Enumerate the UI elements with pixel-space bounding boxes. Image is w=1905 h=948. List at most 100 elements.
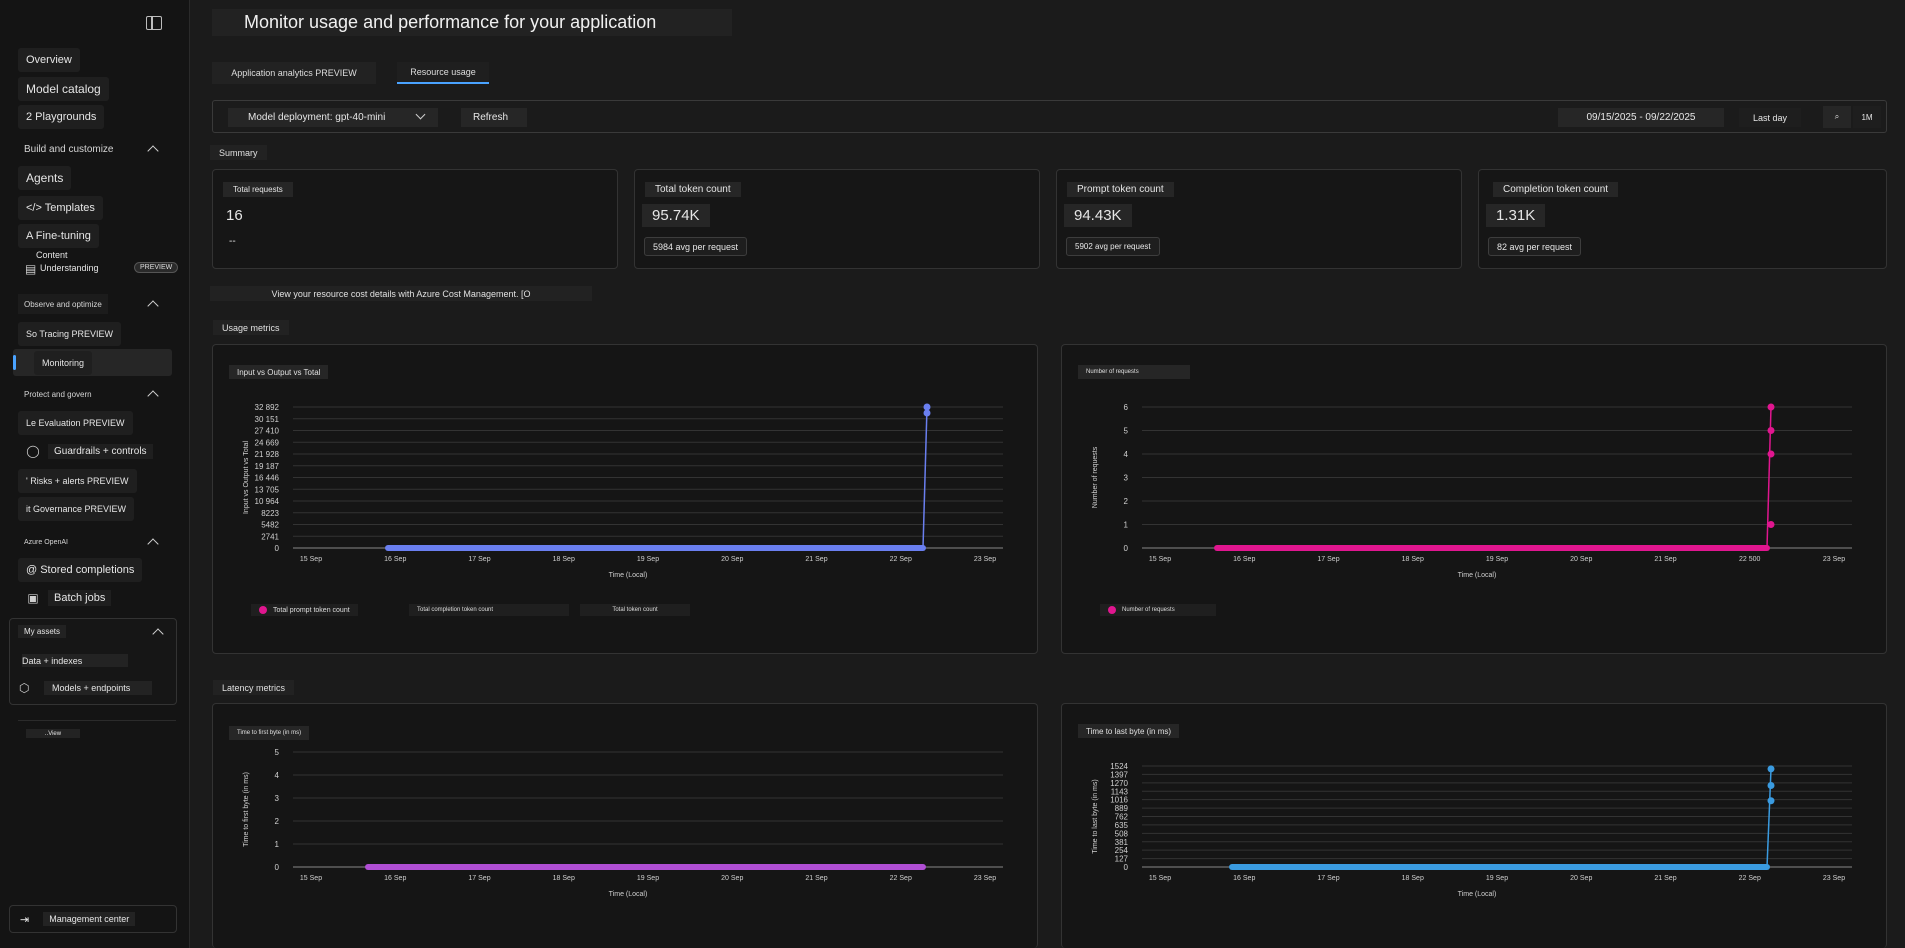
chevron-up-icon[interactable] [147,145,159,157]
sidebar-item-model-catalog[interactable]: Model catalog [18,77,109,101]
x-tick-label: 23 Sep [1823,556,1845,563]
y-tick-label: 635 [1115,821,1129,830]
sidebar-item-templates[interactable]: </> Templates [18,196,103,220]
tab-resource-usage[interactable]: Resource usage [397,62,489,84]
observe-section-header[interactable]: Observe and optimize [18,294,108,314]
y-tick-label: 8223 [261,509,279,518]
x-tick-label: 23 Sep [974,875,996,882]
chart-title: Time to first byte (in ms) [229,726,310,740]
sidebar-item-fine-tuning[interactable]: A Fine-tuning [18,224,99,248]
monitoring-item[interactable]: Monitoring [34,351,93,375]
y-tick-label: 4 [1124,450,1129,459]
sidebar-item-agents[interactable]: Agents [18,166,72,190]
exit-icon: ⇥ [20,913,30,926]
azure-section-header[interactable]: Azure OpenAI [18,532,74,552]
playgrounds-label: 2 Playgrounds [26,111,97,123]
x-tick-label: 19 Sep [637,875,659,882]
data-point [1767,450,1775,458]
x-tick-label: 18 Sep [553,556,575,563]
sidebar-item-stored-completions[interactable]: @ Stored completions [18,558,143,582]
y-tick-label: 1524 [1110,762,1128,771]
document-icon: ▤ [25,262,37,276]
x-tick-label: 22 500 [1739,556,1761,563]
chevron-up-icon[interactable] [152,628,164,640]
sidebar-item-guardrails[interactable]: ◯ Guardrails + controls [18,439,161,463]
build-section-header[interactable]: Build and customize [18,139,120,159]
data-point [923,409,931,417]
y-tick-label: 889 [1115,804,1129,813]
tab-application-analytics[interactable]: Application analytics PREVIEW [212,62,376,84]
x-tick-label: 18 Sep [553,875,575,882]
protect-section-label: Protect and govern [24,389,92,399]
legend-item-completion[interactable]: Total completion token count [409,604,569,616]
overview-label: Overview [26,54,72,66]
sidebar-item-content-understanding[interactable]: Content Understanding [18,250,107,284]
chart-title: Input vs Output vs Total [229,365,329,379]
card-value: 94.43K [1064,204,1132,227]
timeframe-icon[interactable]: ⌕ [1823,106,1851,128]
chevron-up-icon[interactable] [147,390,159,402]
y-tick-label: 3 [1124,474,1129,483]
x-axis-title: Time (Local) [609,572,648,579]
y-axis-title: Time to first byte (in ms) [243,772,250,847]
y-tick-label: 508 [1115,829,1129,838]
refresh-button[interactable]: Refresh [461,108,527,127]
x-tick-label: 23 Sep [974,556,996,563]
more-item[interactable]: ..View [26,729,80,738]
x-axis-title: Time (Local) [609,891,648,898]
model-deployment-dropdown[interactable]: Model deployment: gpt-40-mini [228,108,438,127]
legend-item-prompt[interactable]: Total prompt token count [251,604,358,616]
card-sub: -- [229,236,236,247]
management-center-label: Management center [43,912,136,926]
model-catalog-label: Model catalog [26,82,101,96]
sidebar-item-governance[interactable]: it Governance PREVIEW [18,497,135,521]
data-indexes-item[interactable]: Data + indexes [22,654,128,667]
x-tick-label: 15 Sep [300,556,322,563]
x-tick-label: 23 Sep [1823,875,1845,882]
legend-item-total[interactable]: Total token count [580,604,690,616]
x-tick-label: 21 Sep [1654,556,1676,563]
y-tick-label: 2741 [261,532,279,541]
chevron-up-icon[interactable] [147,300,159,312]
y-tick-label: 762 [1115,813,1129,822]
chart-title: Time to last byte (in ms) [1078,724,1180,738]
management-center-button[interactable]: ⇥ Management center [9,905,177,933]
x-tick-label: 16 Sep [1233,556,1255,563]
azure-cost-link[interactable]: View your resource cost details with Azu… [210,286,592,301]
sidebar-item-evaluation[interactable]: Le Evaluation PREVIEW [18,411,133,435]
y-axis-title: Input vs Output vs Total [243,441,250,514]
card-sub: 5902 avg per request [1066,237,1160,256]
x-axis-title: Time (Local) [1458,572,1497,579]
y-axis-title: Number of requests [1092,446,1099,508]
models-endpoints-item[interactable]: Models + endpoints [44,681,152,695]
x-tick-label: 22 Sep [890,556,912,563]
y-tick-label: 32 892 [255,403,280,412]
legend-item-requests[interactable]: Number of requests [1100,604,1216,616]
build-section-label: Build and customize [24,143,114,155]
sidebar-item-overview[interactable]: Overview [18,48,80,72]
sidebar-item-playgrounds[interactable]: 2 Playgrounds [18,105,105,129]
card-title: Completion token count [1493,182,1619,197]
x-tick-label: 22 Sep [1739,875,1761,882]
legend-label: Total prompt token count [273,606,350,614]
last-day-button[interactable]: Last day [1739,108,1801,127]
data-point [1767,797,1775,805]
date-range-picker[interactable]: 09/15/2025 - 09/22/2025 [1558,108,1724,127]
y-tick-label: 16 446 [255,474,280,483]
sidebar-item-risks[interactable]: ' Risks + alerts PREVIEW [18,469,137,493]
my-assets-group: My assets Data + indexes ⬡ Models + endp… [9,618,177,705]
x-tick-label: 19 Sep [1486,875,1508,882]
y-tick-label: 2 [275,817,280,826]
y-tick-label: 1 [1124,521,1129,530]
data-point [1767,781,1775,789]
x-axis-title: Time (Local) [1458,891,1497,898]
sidebar-item-tracing[interactable]: So Tracing PREVIEW [18,322,122,346]
sidebar-item-batch-jobs[interactable]: ▣ Batch jobs [18,586,119,610]
protect-section-header[interactable]: Protect and govern [18,384,98,404]
collapse-sidebar-icon[interactable] [146,16,162,30]
y-tick-label: 127 [1115,855,1129,864]
chevron-up-icon[interactable] [147,538,159,550]
x-tick-label: 17 Sep [1317,556,1339,563]
one-month-button[interactable]: 1M [1853,106,1881,128]
y-tick-label: 2 [1124,497,1129,506]
